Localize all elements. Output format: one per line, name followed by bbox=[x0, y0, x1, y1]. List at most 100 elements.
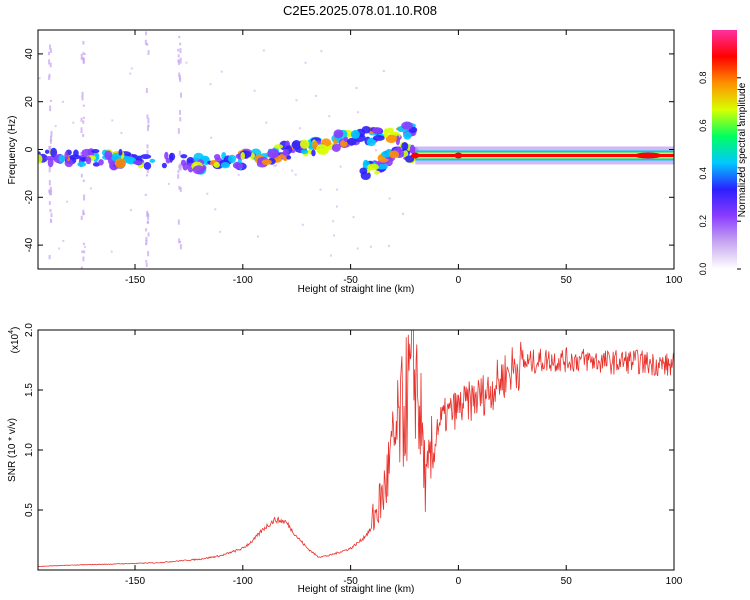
constant-tone-peak bbox=[411, 152, 420, 159]
spectral-speck bbox=[177, 48, 180, 52]
spectral-speck bbox=[146, 42, 149, 46]
spectrogram-x-ticks: -150 -100 -50 0 50 100 bbox=[125, 30, 683, 286]
spectral-speck bbox=[332, 220, 335, 223]
spectral-speck bbox=[374, 149, 377, 152]
ridge-blob bbox=[64, 159, 74, 168]
spectral-speck bbox=[253, 89, 256, 92]
spectral-speck bbox=[82, 209, 85, 216]
spectral-speck bbox=[80, 152, 83, 158]
spectral-speck bbox=[48, 59, 51, 65]
constant-tone-peak bbox=[454, 152, 463, 159]
spectral-speck bbox=[237, 173, 240, 176]
y-tick-label: 1.0 bbox=[24, 443, 35, 457]
snr-scale-label: (x104) bbox=[8, 327, 21, 354]
x-tick-label: 50 bbox=[561, 576, 573, 587]
spectral-speck bbox=[48, 76, 51, 81]
ridge-blob bbox=[73, 149, 79, 157]
x-tick-label: 100 bbox=[666, 576, 683, 587]
spectral-speck bbox=[177, 170, 180, 174]
y-tick-label: -40 bbox=[24, 237, 35, 252]
snr-plot-area bbox=[38, 330, 674, 570]
spectral-speck bbox=[81, 250, 84, 254]
spectral-speck bbox=[147, 232, 150, 237]
spectral-speck bbox=[210, 136, 213, 139]
spectral-speck bbox=[82, 52, 85, 56]
snr-scale-close: ) bbox=[10, 327, 21, 330]
ridge-blob bbox=[169, 152, 176, 161]
spectral-speck bbox=[178, 72, 181, 78]
spectral-speck bbox=[387, 244, 390, 247]
spectral-speck bbox=[402, 212, 405, 215]
spectral-speck bbox=[382, 69, 385, 72]
spectral-speck bbox=[206, 192, 209, 195]
spectral-speck bbox=[179, 244, 182, 250]
spectral-speck bbox=[66, 200, 69, 203]
ridge-blob bbox=[350, 129, 360, 139]
ridge-blob bbox=[389, 150, 400, 159]
ridge-blob bbox=[404, 155, 415, 163]
spectral-speck bbox=[49, 145, 52, 151]
spectral-speck bbox=[83, 250, 86, 254]
ridge-blob bbox=[372, 135, 385, 141]
spectral-speck bbox=[80, 53, 83, 60]
spectral-speck bbox=[178, 185, 181, 190]
spectral-speck bbox=[83, 52, 86, 55]
colorbar-gradient bbox=[712, 30, 737, 269]
spectral-speck bbox=[339, 165, 342, 168]
ridge-blob bbox=[47, 157, 54, 168]
spectral-speck bbox=[80, 173, 83, 178]
ridge-blob bbox=[143, 161, 152, 170]
spectral-speck bbox=[145, 260, 148, 263]
spectrogram-ridges bbox=[38, 121, 674, 181]
ridge-blob bbox=[213, 153, 221, 160]
x-tick-label: -100 bbox=[233, 275, 253, 286]
snr-y-ticks: 0.5 1.0 1.5 2.0 bbox=[24, 323, 674, 517]
spectral-speck bbox=[147, 50, 150, 55]
spectral-speck bbox=[145, 262, 148, 267]
ridge-blob bbox=[343, 136, 349, 143]
ridge-blob bbox=[180, 159, 187, 167]
ridge-blob bbox=[140, 154, 152, 160]
ridge-blob bbox=[118, 148, 123, 156]
ridge-blob bbox=[367, 163, 379, 171]
spectral-speck bbox=[48, 254, 51, 260]
spectral-speck bbox=[48, 44, 51, 50]
spectral-speck bbox=[144, 193, 147, 196]
spectral-speck bbox=[145, 237, 148, 242]
spectral-speck bbox=[111, 119, 114, 122]
spectral-speck bbox=[178, 35, 181, 39]
spectral-speck bbox=[179, 110, 182, 115]
ridge-blob bbox=[58, 154, 66, 163]
x-tick-label: -100 bbox=[233, 576, 253, 587]
ridge-blob bbox=[366, 137, 376, 147]
spectral-speck bbox=[82, 133, 85, 137]
spectral-speck bbox=[355, 86, 358, 89]
spectral-speck bbox=[48, 201, 51, 205]
spectral-speck bbox=[147, 251, 150, 257]
ridge-blob bbox=[213, 161, 220, 168]
spectral-speck bbox=[220, 70, 223, 73]
spectral-speck bbox=[298, 127, 301, 130]
ridge-blob bbox=[180, 154, 188, 159]
ridge-blob bbox=[98, 159, 104, 166]
spectral-speck bbox=[146, 114, 149, 119]
ridge-blob bbox=[311, 149, 316, 157]
spectral-speck bbox=[81, 57, 84, 61]
spectral-speck bbox=[177, 219, 180, 225]
spectral-speck bbox=[185, 61, 188, 64]
spectral-speck bbox=[178, 238, 181, 244]
constant-tone-peak bbox=[634, 152, 663, 159]
spectral-speck bbox=[49, 62, 52, 68]
ridge-blob bbox=[316, 144, 328, 154]
ridge-blob bbox=[85, 156, 92, 165]
spectral-speck bbox=[179, 187, 182, 192]
x-tick-label: -50 bbox=[343, 275, 358, 286]
ridge-blob bbox=[300, 149, 309, 155]
spectral-speck bbox=[49, 99, 52, 103]
spectral-speck bbox=[145, 239, 148, 245]
ridge-blob bbox=[381, 150, 392, 158]
spectral-speck bbox=[177, 174, 180, 179]
spectral-speck bbox=[48, 166, 51, 173]
ridge-blob bbox=[374, 170, 381, 175]
spectral-speck bbox=[58, 247, 61, 250]
